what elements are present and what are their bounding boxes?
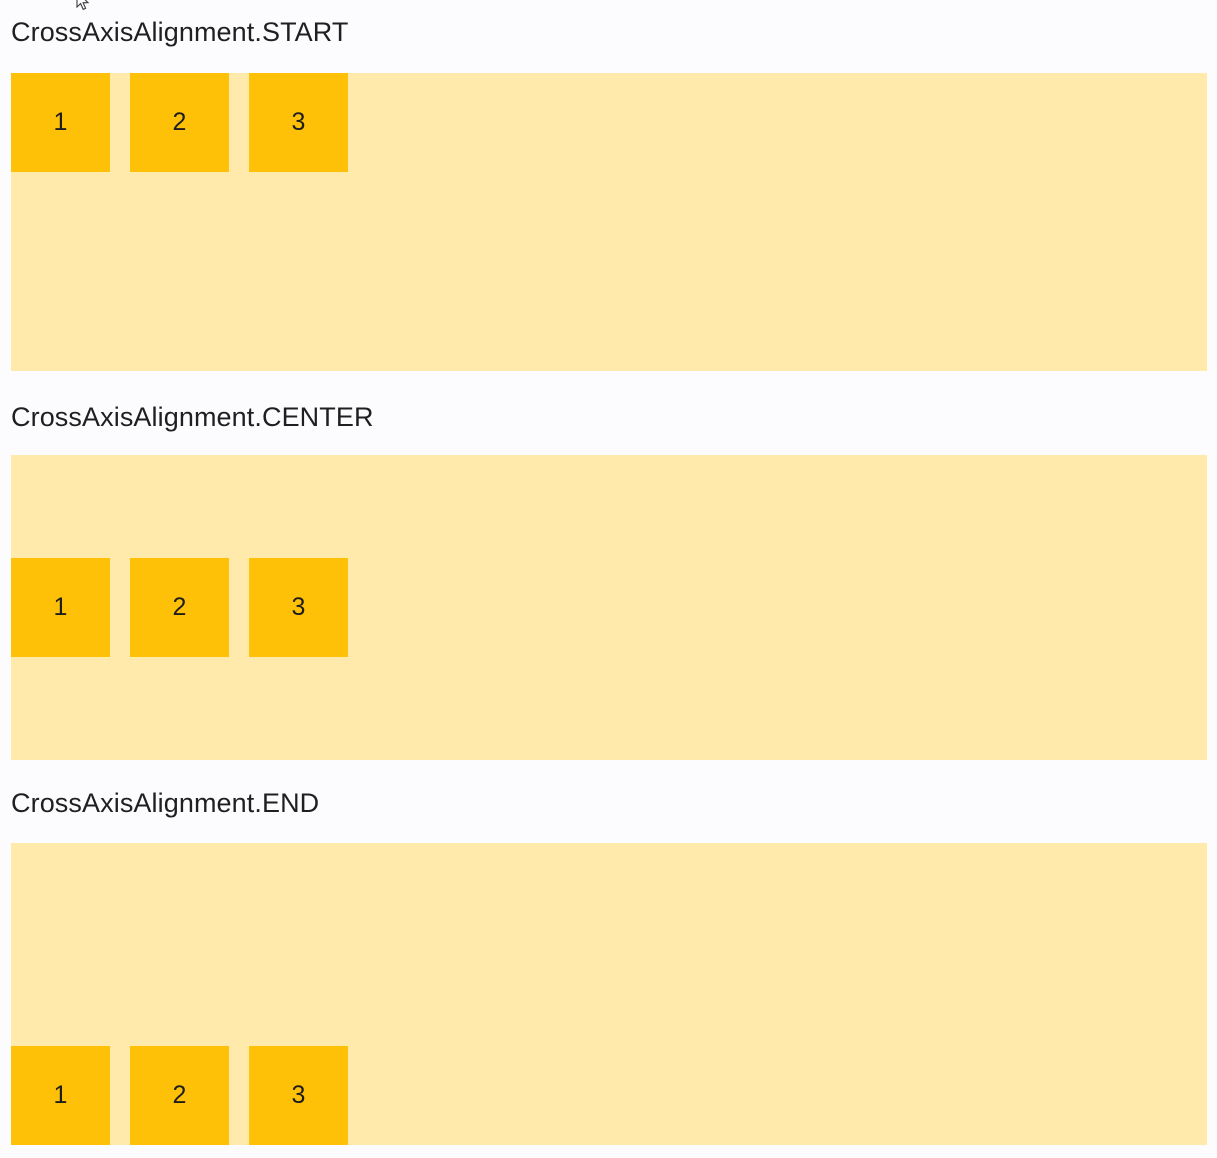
flex-item-box[interactable]: 2 bbox=[130, 1046, 229, 1145]
flex-container-start: 1 2 3 bbox=[11, 73, 1207, 371]
box-label: 1 bbox=[53, 108, 68, 136]
flex-item-box[interactable]: 2 bbox=[130, 73, 229, 172]
section-heading-end: CrossAxisAlignment.END bbox=[11, 788, 320, 818]
mouse-pointer-icon bbox=[76, 0, 90, 11]
section-heading-center: CrossAxisAlignment.CENTER bbox=[11, 402, 374, 432]
flex-item-box[interactable]: 3 bbox=[249, 558, 348, 657]
box-label: 3 bbox=[291, 108, 306, 136]
box-label: 3 bbox=[291, 593, 306, 621]
flex-item-box[interactable]: 3 bbox=[249, 73, 348, 172]
flex-item-box[interactable]: 1 bbox=[11, 73, 110, 172]
section-heading-start: CrossAxisAlignment.START bbox=[11, 17, 349, 47]
flex-item-box[interactable]: 1 bbox=[11, 1046, 110, 1145]
box-label: 1 bbox=[53, 593, 68, 621]
flex-item-box[interactable]: 3 bbox=[249, 1046, 348, 1145]
flex-container-center: 1 2 3 bbox=[11, 455, 1207, 760]
flex-item-box[interactable]: 2 bbox=[130, 558, 229, 657]
box-label: 1 bbox=[53, 1081, 68, 1109]
box-label: 2 bbox=[172, 593, 187, 621]
box-label: 2 bbox=[172, 1081, 187, 1109]
flex-container-end: 1 2 3 bbox=[11, 843, 1207, 1145]
flex-item-box[interactable]: 1 bbox=[11, 558, 110, 657]
box-label: 3 bbox=[291, 1081, 306, 1109]
box-label: 2 bbox=[172, 108, 187, 136]
